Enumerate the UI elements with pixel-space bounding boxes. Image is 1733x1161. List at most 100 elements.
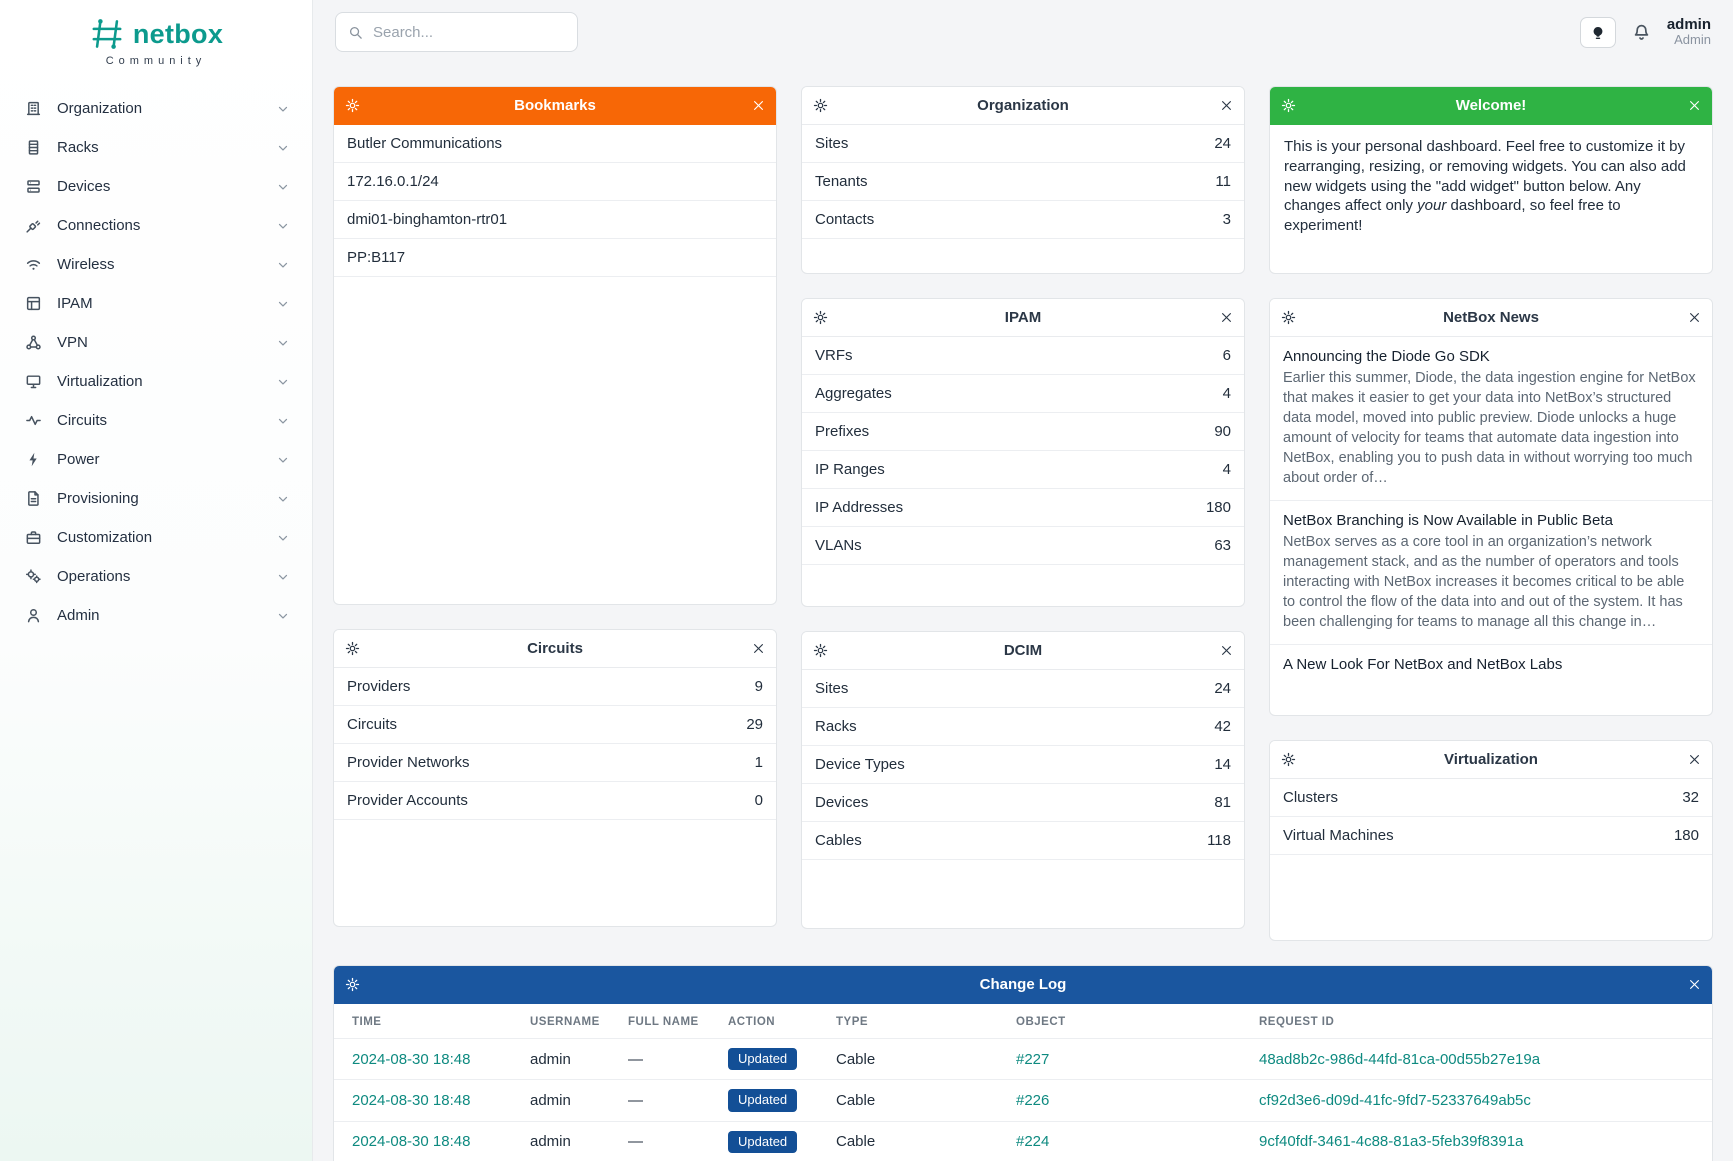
sidebar-item-operations[interactable]: Operations bbox=[0, 557, 312, 596]
changelog-request-id-link[interactable]: 48ad8b2c-986d-44fd-81ca-00d55b27e19a bbox=[1259, 1050, 1541, 1068]
news-title-link[interactable]: A New Look For NetBox and NetBox Labs bbox=[1283, 656, 1563, 673]
stat-value-link[interactable]: 24 bbox=[1214, 680, 1231, 697]
stat-label-link[interactable]: Providers bbox=[347, 678, 411, 695]
close-icon[interactable] bbox=[1220, 311, 1233, 324]
stat-label-link[interactable]: Prefixes bbox=[815, 423, 870, 440]
changelog-request-id-link[interactable]: 9cf40fdf-3461-4c88-81a3-5feb39f8391a bbox=[1259, 1133, 1524, 1151]
close-icon[interactable] bbox=[1688, 753, 1701, 766]
sidebar-item-customization[interactable]: Customization bbox=[0, 518, 312, 557]
stat-value-link[interactable]: 180 bbox=[1205, 499, 1231, 516]
sidebar-item-virtualization[interactable]: Virtualization bbox=[0, 362, 312, 401]
changelog-row: 2024-08-30 18:48 admin — Updated Cable #… bbox=[334, 1120, 1712, 1161]
gear-icon[interactable] bbox=[345, 98, 360, 113]
changelog-request-id-link[interactable]: cf92d3e6-d09d-41fc-9fd7-52337649ab5c bbox=[1259, 1091, 1531, 1109]
stat-value-link[interactable]: 63 bbox=[1214, 537, 1231, 554]
stat-label-link[interactable]: Virtual Machines bbox=[1283, 827, 1394, 844]
stat-label-link[interactable]: Sites bbox=[815, 680, 849, 697]
stat-label-link[interactable]: Contacts bbox=[815, 211, 875, 228]
notifications-button[interactable] bbox=[1632, 23, 1651, 42]
close-icon[interactable] bbox=[752, 642, 765, 655]
news-title-link[interactable]: Announcing the Diode Go SDK bbox=[1283, 348, 1490, 365]
sidebar-item-power[interactable]: Power bbox=[0, 440, 312, 479]
changelog-time-link[interactable]: 2024-08-30 18:48 bbox=[352, 1050, 471, 1068]
stat-value-link[interactable]: 180 bbox=[1673, 827, 1699, 844]
sidebar-item-ipam[interactable]: IPAM bbox=[0, 284, 312, 323]
changelog-time-link[interactable]: 2024-08-30 18:48 bbox=[352, 1091, 471, 1109]
stat-value-link[interactable]: 3 bbox=[1222, 211, 1231, 228]
bookmark-row: dmi01-binghamton-rtr01 bbox=[334, 201, 776, 239]
search-box[interactable] bbox=[335, 12, 578, 52]
gear-icon[interactable] bbox=[345, 977, 360, 992]
stat-value-link[interactable]: 29 bbox=[746, 716, 763, 733]
changelog-object-link[interactable]: #226 bbox=[1016, 1091, 1050, 1109]
brand[interactable]: netbox bbox=[0, 16, 312, 52]
stat-value-link[interactable]: 90 bbox=[1214, 423, 1231, 440]
stat-label-link[interactable]: VLANs bbox=[815, 537, 862, 554]
stat-label-link[interactable]: IP Addresses bbox=[815, 499, 904, 516]
gear-icon[interactable] bbox=[1281, 98, 1296, 113]
theme-toggle-button[interactable] bbox=[1579, 16, 1616, 48]
stat-label-link[interactable]: Sites bbox=[815, 135, 849, 152]
close-icon[interactable] bbox=[1688, 99, 1701, 112]
sidebar-item-provisioning[interactable]: Provisioning bbox=[0, 479, 312, 518]
user-menu[interactable]: admin Admin bbox=[1667, 16, 1711, 48]
stat-label-link[interactable]: VRFs bbox=[815, 347, 853, 364]
sidebar-item-devices[interactable]: Devices bbox=[0, 167, 312, 206]
column-header-username: Username bbox=[530, 1016, 600, 1028]
stat-label-link[interactable]: IP Ranges bbox=[815, 461, 885, 478]
stat-label-link[interactable]: Provider Networks bbox=[347, 754, 470, 771]
news-item: NetBox Branching is Now Available in Pub… bbox=[1270, 501, 1712, 645]
stat-value-link[interactable]: 42 bbox=[1214, 718, 1231, 735]
stat-label-link[interactable]: Tenants bbox=[815, 173, 868, 190]
bookmark-link[interactable]: Butler Communications bbox=[347, 135, 503, 152]
bookmark-link[interactable]: 172.16.0.1/24 bbox=[347, 173, 439, 190]
sidebar-item-label: Racks bbox=[57, 139, 99, 156]
changelog-object-link[interactable]: #224 bbox=[1016, 1133, 1050, 1151]
changelog-object-link[interactable]: #227 bbox=[1016, 1050, 1050, 1068]
stat-row: Provider Accounts 0 bbox=[334, 782, 776, 820]
close-icon[interactable] bbox=[1220, 99, 1233, 112]
changelog-time-link[interactable]: 2024-08-30 18:48 bbox=[352, 1133, 471, 1151]
stat-label-link[interactable]: Circuits bbox=[347, 716, 398, 733]
close-icon[interactable] bbox=[1688, 311, 1701, 324]
sidebar-item-organization[interactable]: Organization bbox=[0, 89, 312, 128]
stat-label-link[interactable]: Devices bbox=[815, 794, 869, 811]
close-icon[interactable] bbox=[752, 99, 765, 112]
gear-icon[interactable] bbox=[813, 643, 828, 658]
stat-label-link[interactable]: Racks bbox=[815, 718, 857, 735]
stat-value-link[interactable]: 1 bbox=[754, 754, 763, 771]
stat-value-link[interactable]: 81 bbox=[1214, 794, 1231, 811]
stat-label-link[interactable]: Clusters bbox=[1283, 789, 1339, 806]
stat-value-link[interactable]: 4 bbox=[1222, 461, 1231, 478]
stat-value-link[interactable]: 4 bbox=[1222, 385, 1231, 402]
gear-icon[interactable] bbox=[1281, 752, 1296, 767]
stat-value-link[interactable]: 9 bbox=[754, 678, 763, 695]
search-input[interactable] bbox=[373, 23, 565, 41]
gear-icon[interactable] bbox=[813, 310, 828, 325]
sidebar-item-circuits[interactable]: Circuits bbox=[0, 401, 312, 440]
sidebar-item-vpn[interactable]: VPN bbox=[0, 323, 312, 362]
gear-icon[interactable] bbox=[1281, 310, 1296, 325]
sidebar-item-connections[interactable]: Connections bbox=[0, 206, 312, 245]
stat-value-link[interactable]: 11 bbox=[1215, 173, 1231, 190]
news-title-link[interactable]: NetBox Branching is Now Available in Pub… bbox=[1283, 512, 1613, 529]
stat-value-link[interactable]: 118 bbox=[1207, 832, 1231, 849]
stat-value-link[interactable]: 14 bbox=[1214, 756, 1231, 773]
gear-icon[interactable] bbox=[813, 98, 828, 113]
stat-value-link[interactable]: 24 bbox=[1214, 135, 1231, 152]
sidebar-item-wireless[interactable]: Wireless bbox=[0, 245, 312, 284]
stat-label-link[interactable]: Aggregates bbox=[815, 385, 892, 402]
gear-icon[interactable] bbox=[345, 641, 360, 656]
bookmark-link[interactable]: dmi01-binghamton-rtr01 bbox=[347, 211, 508, 228]
stat-value-link[interactable]: 0 bbox=[754, 792, 763, 809]
stat-label-link[interactable]: Provider Accounts bbox=[347, 792, 468, 809]
sidebar-item-racks[interactable]: Racks bbox=[0, 128, 312, 167]
close-icon[interactable] bbox=[1220, 644, 1233, 657]
close-icon[interactable] bbox=[1688, 978, 1701, 991]
stat-value-link[interactable]: 6 bbox=[1222, 347, 1231, 364]
stat-label-link[interactable]: Device Types bbox=[815, 756, 905, 773]
stat-label-link[interactable]: Cables bbox=[815, 832, 862, 849]
stat-value-link[interactable]: 32 bbox=[1682, 789, 1699, 806]
bookmark-link[interactable]: PP:B117 bbox=[347, 249, 406, 266]
sidebar-item-admin[interactable]: Admin bbox=[0, 596, 312, 635]
